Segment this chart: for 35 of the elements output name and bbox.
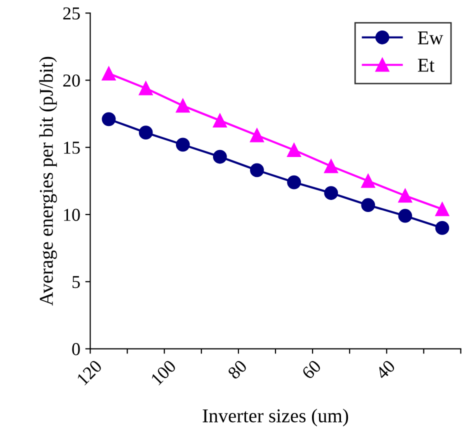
x-tick-label: 80 — [227, 359, 248, 380]
point — [212, 150, 227, 164]
x-tick-label: 120 — [76, 359, 103, 386]
y-tick-label: 10 — [64, 208, 80, 221]
point — [250, 128, 264, 142]
point — [324, 186, 338, 200]
point — [435, 220, 450, 235]
y-axis-title: Average energies per bit (pJ/bit) — [39, 56, 57, 306]
point — [435, 202, 450, 216]
x-tick-label: 100 — [150, 359, 177, 386]
point — [138, 81, 153, 96]
point — [102, 112, 116, 126]
point — [398, 208, 412, 223]
legend-label: Ew — [418, 31, 444, 44]
point — [361, 174, 376, 188]
y-tick-label: 5 — [72, 276, 80, 288]
y-tick-label: 20 — [63, 74, 80, 87]
point — [212, 114, 227, 128]
y-tick-label: 15 — [64, 142, 80, 154]
point — [361, 198, 376, 212]
point — [250, 163, 264, 178]
y-tick-label: 0 — [72, 343, 80, 356]
point — [287, 175, 301, 190]
x-axis-title: Inverter sizes (um) — [202, 408, 348, 426]
point — [324, 159, 338, 174]
legend-label: Et — [418, 58, 434, 72]
point — [102, 66, 116, 80]
point — [138, 126, 153, 140]
x-tick-label: 40 — [375, 359, 396, 380]
point — [287, 143, 301, 157]
x-tick-label: 60 — [301, 359, 322, 380]
point — [398, 188, 412, 203]
point — [176, 98, 190, 113]
y-tick-label: 25 — [63, 7, 80, 20]
point — [176, 138, 190, 152]
